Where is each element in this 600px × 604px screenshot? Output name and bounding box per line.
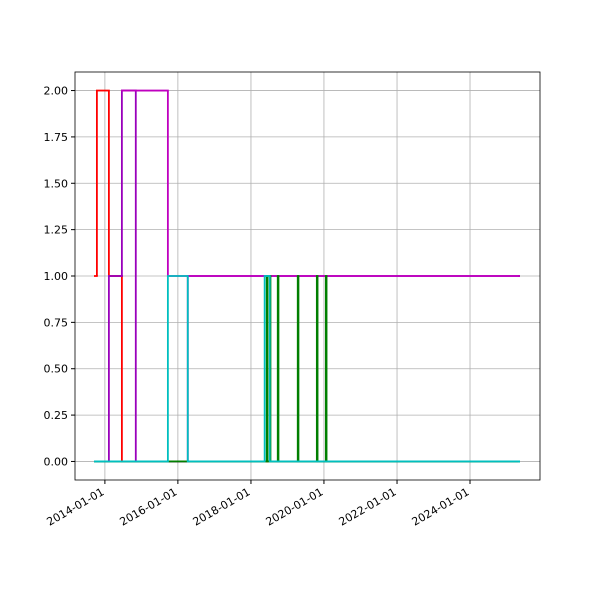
y-tick-label: 1.75 — [44, 131, 69, 144]
y-tick-label: 1.00 — [44, 270, 69, 283]
y-tick-label: 2.00 — [44, 85, 69, 98]
y-tick-label: 1.50 — [44, 177, 69, 190]
series-line — [120, 89, 520, 277]
y-tick-label: 0.75 — [44, 316, 69, 329]
y-tick-label: 0.50 — [44, 363, 69, 376]
y-tick-label: 0.25 — [44, 409, 69, 422]
plot-area — [75, 72, 540, 480]
y-tick-label: 1.25 — [44, 224, 69, 237]
series-line — [93, 275, 520, 463]
y-tick-label: 0.00 — [44, 455, 69, 468]
